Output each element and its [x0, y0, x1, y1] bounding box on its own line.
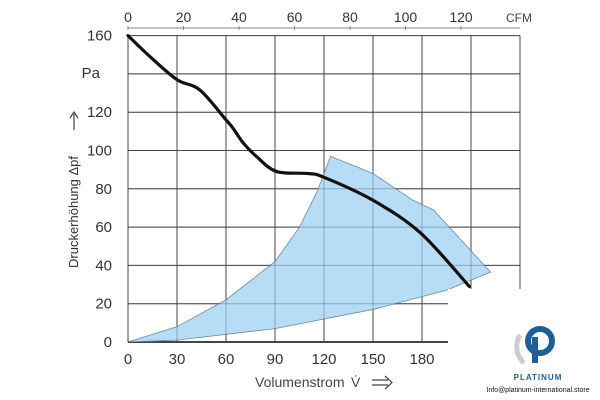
x-tick-label: 30	[169, 351, 186, 368]
x2-tick-label: 20	[176, 9, 192, 25]
y-tick-label: 160	[87, 28, 112, 45]
grid-overlay	[127, 35, 521, 343]
series-line	[126, 34, 471, 289]
y-tick-label: 60	[95, 219, 112, 236]
y-tick-label: 0	[104, 334, 112, 351]
x2-tick-label: 120	[449, 9, 473, 25]
x2-tick-label: 0	[124, 9, 132, 25]
y-unit: Pa	[82, 65, 101, 82]
y-tick-label: 80	[95, 181, 112, 198]
y-tick-label: 20	[95, 296, 112, 313]
y-arrow-icon	[69, 110, 79, 130]
logo-brand: PLATINUM	[514, 373, 563, 382]
x-arrow-icon	[372, 375, 393, 390]
x2-tick-label: 100	[394, 9, 418, 25]
y-tick-label: 40	[95, 257, 112, 274]
logo: PLATINUM Info@platinum-international.sto…	[486, 326, 590, 394]
x2-unit: CFM	[506, 11, 532, 25]
x-tick-label: 180	[409, 351, 434, 368]
x-tick-label: 90	[267, 351, 284, 368]
operating-region	[127, 155, 492, 343]
x-tick-label: 150	[360, 351, 385, 368]
x-axis-symbol: V̇	[351, 374, 361, 390]
x2-tick-label: 60	[287, 9, 303, 25]
x-tick-label: 0	[124, 351, 132, 368]
tick-labels: 0 30 60 90 120 150 180 0 20 40 60 80 100 120 160 0 20 40 6…	[87, 9, 473, 368]
x2-tick-label: 40	[231, 9, 247, 25]
mask	[448, 289, 600, 400]
x-tick-label: 60	[218, 351, 235, 368]
y-tick-label: 100	[87, 143, 112, 160]
x-axis-label: Volumenstrom	[255, 374, 344, 390]
x-tick-label: 120	[311, 351, 336, 368]
y-tick-label: 120	[87, 104, 112, 121]
x2-tick-label: 80	[342, 9, 358, 25]
y-axis-label: Druckerhöhung Δpf	[66, 156, 81, 268]
logo-email: Info@platinum-international.store	[486, 387, 589, 394]
